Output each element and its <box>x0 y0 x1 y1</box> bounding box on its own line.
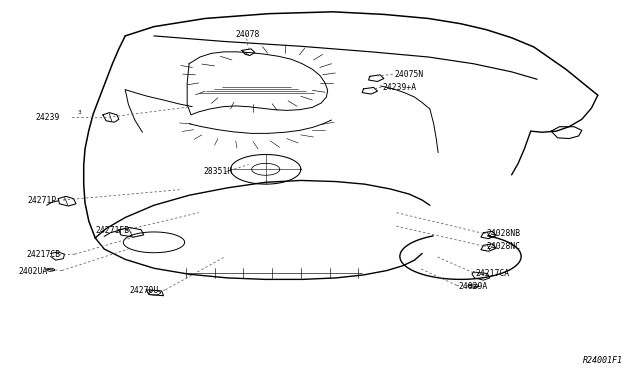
Text: R24001F1: R24001F1 <box>583 356 623 365</box>
Text: 2402UA: 2402UA <box>19 267 48 276</box>
Text: 24271FB: 24271FB <box>95 226 129 235</box>
Text: 24029A: 24029A <box>458 282 487 291</box>
Text: 24239+A: 24239+A <box>383 83 417 92</box>
Text: 24270U: 24270U <box>130 286 159 295</box>
Text: 24217CB: 24217CB <box>26 250 60 259</box>
Text: 28351H: 28351H <box>204 167 233 176</box>
Text: 3: 3 <box>77 110 81 115</box>
Text: 24028NC: 24028NC <box>486 241 520 250</box>
Text: 24078: 24078 <box>236 29 260 39</box>
Text: 24217CA: 24217CA <box>476 269 510 278</box>
Text: 24271P: 24271P <box>28 196 57 205</box>
Text: 24028NB: 24028NB <box>486 229 520 238</box>
Text: 24239: 24239 <box>36 113 60 122</box>
Text: 24075N: 24075N <box>395 70 424 79</box>
